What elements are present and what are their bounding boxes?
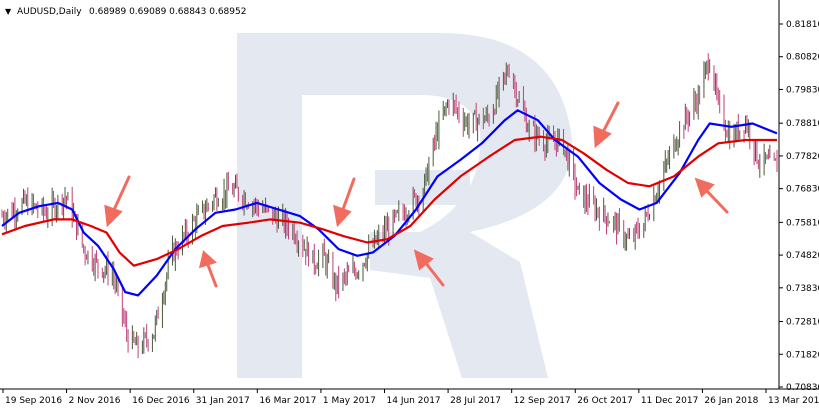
arrow-icon — [694, 177, 729, 214]
arrow-icon — [198, 250, 218, 288]
arrow-icon — [413, 249, 445, 287]
x-tick-label: 13 Mar 2018 — [768, 396, 819, 406]
x-tick-label: 28 Jul 2017 — [450, 396, 501, 406]
annotation-arrows — [104, 101, 729, 288]
ohlc-values: 0.68989 0.69089 0.68843 0.68952 — [89, 7, 246, 17]
y-tick-label: 0.70830 — [786, 383, 819, 393]
x-tick-label: 12 Sep 2017 — [514, 396, 571, 406]
collapse-triangle-icon[interactable]: ▼ — [5, 7, 12, 16]
arrow-icon — [104, 175, 131, 228]
candles — [1, 53, 778, 359]
x-tick-label: 16 Dec 2016 — [132, 396, 190, 406]
arrow-icon — [593, 101, 620, 149]
arrow-icon — [333, 177, 356, 228]
symbol-label: AUDUSD,Daily — [17, 7, 82, 17]
chart-header: ▼ AUDUSD,Daily 0.68989 0.69089 0.68843 0… — [5, 7, 246, 17]
x-tick-label: 26 Jan 2018 — [704, 396, 758, 406]
x-tick-label: 2 Nov 2016 — [69, 396, 121, 406]
x-tick-label: 1 May 2017 — [323, 396, 376, 406]
x-tick-label: 11 Dec 2017 — [641, 396, 699, 406]
x-tick-label: 26 Oct 2017 — [577, 396, 633, 406]
x-tick-label: 19 Sep 2016 — [5, 396, 62, 406]
x-tick-label: 16 Mar 2017 — [259, 396, 316, 406]
fast-ma-line — [1, 109, 778, 297]
x-tick-label: 31 Jan 2017 — [196, 396, 250, 406]
moving-averages — [1, 109, 778, 297]
x-tick-label: 14 Jun 2017 — [387, 396, 441, 406]
slow-ma-line — [1, 135, 777, 267]
x-axis: 19 Sep 2016 2 Nov 2016 16 Dec 2016 31 Jan 2… — [2, 389, 819, 406]
